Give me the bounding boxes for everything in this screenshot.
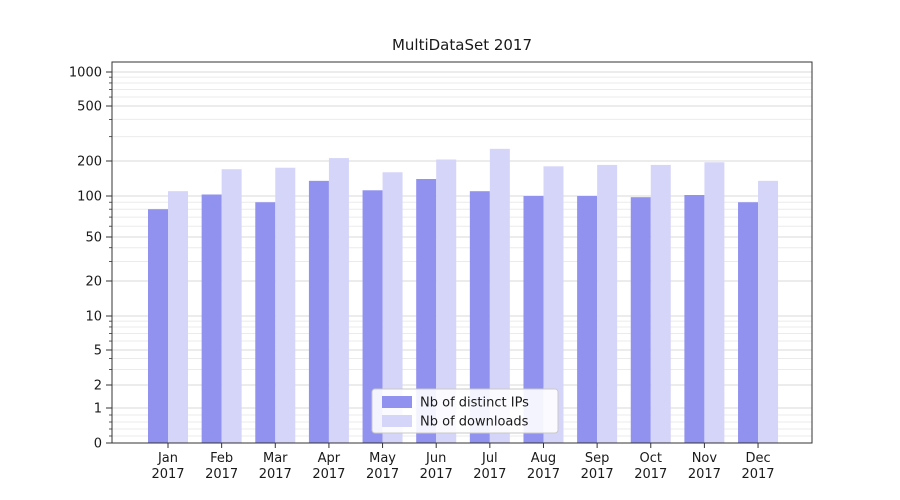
- x-tick-label-month: Jun: [425, 451, 446, 466]
- y-tick-label: 200: [77, 155, 102, 170]
- bar-nb-of-distinct-ips-sep: [577, 196, 598, 443]
- x-tick-label-year: 2017: [420, 467, 453, 482]
- bar-nb-of-distinct-ips-jun: [416, 179, 437, 443]
- bar-nb-of-downloads-jan: [168, 191, 188, 443]
- plot-border: [111, 61, 813, 444]
- legend-box: [371, 388, 559, 434]
- x-tick-label-year: 2017: [259, 467, 292, 482]
- bar-nb-of-downloads-nov: [704, 162, 725, 443]
- bar-nb-of-downloads-mar: [275, 167, 296, 443]
- bar-nb-of-distinct-ips-mar: [255, 202, 276, 443]
- bar-nb-of-distinct-ips-jul: [469, 191, 490, 443]
- x-tick-label-year: 2017: [473, 467, 506, 482]
- y-tick-label: 20: [85, 275, 102, 290]
- x-tick-label-month: Dec: [745, 451, 770, 466]
- chart-title: MultiDataSet 2017: [391, 36, 533, 54]
- x-tick-label-year: 2017: [205, 467, 238, 482]
- bar-nb-of-distinct-ips-feb: [201, 194, 222, 443]
- y-tick-label: 1: [94, 402, 102, 417]
- x-tick-label-month: Feb: [210, 451, 233, 466]
- y-tick-label: 1000: [69, 66, 102, 81]
- x-tick-label-year: 2017: [688, 467, 721, 482]
- x-tick-label-month: Mar: [263, 451, 288, 466]
- bar-nb-of-downloads-aug: [543, 166, 564, 443]
- y-tick-label: 50: [85, 231, 102, 246]
- x-tick-label-month: Oct: [640, 451, 662, 466]
- y-tick-label: 2: [94, 379, 102, 394]
- x-tick-label-year: 2017: [741, 467, 774, 482]
- x-tick-label-month: Sep: [585, 451, 610, 466]
- x-tick-label-month: Nov: [692, 451, 718, 466]
- legend-label: Nb of distinct IPs: [420, 396, 529, 411]
- bar-nb-of-downloads-feb: [221, 169, 242, 443]
- bar-nb-of-downloads-oct: [650, 164, 671, 443]
- x-tick-label-month: Aug: [531, 451, 556, 466]
- x-tick-label-year: 2017: [151, 467, 184, 482]
- x-tick-label-year: 2017: [634, 467, 667, 482]
- x-tick-label-month: May: [369, 451, 396, 466]
- bar-nb-of-downloads-sep: [597, 164, 618, 443]
- bar-nb-of-distinct-ips-apr: [308, 180, 329, 443]
- bar-nb-of-distinct-ips-jan: [148, 209, 168, 443]
- bar-nb-of-downloads-jul: [489, 148, 510, 444]
- legend: Nb of distinct IPs Nb of downloads: [371, 388, 559, 434]
- bar-nb-of-distinct-ips-dec: [738, 202, 759, 443]
- legend-swatch-nb-of-downloads: [382, 415, 412, 427]
- x-tick-label-year: 2017: [527, 467, 560, 482]
- y-tick-label: 10: [85, 310, 102, 325]
- x-tick-label-month: Apr: [318, 451, 341, 466]
- bar-nb-of-downloads-apr: [328, 158, 349, 443]
- bar-nb-of-downloads-may: [382, 172, 403, 443]
- x-tick-label-month: Jan: [157, 451, 178, 466]
- legend-swatch-nb-of-distinct-ips: [382, 396, 412, 408]
- x-tick-label-month: Jul: [481, 451, 498, 466]
- bar-nb-of-distinct-ips-nov: [684, 195, 705, 443]
- y-tick-label: 5: [94, 344, 102, 359]
- legend-label: Nb of downloads: [420, 415, 529, 430]
- bar-nb-of-downloads-jun: [436, 159, 457, 444]
- x-tick-label-year: 2017: [581, 467, 614, 482]
- y-tick-label: 500: [77, 100, 102, 115]
- bar-nb-of-distinct-ips-may: [362, 190, 383, 443]
- y-tick-label: 100: [77, 190, 102, 205]
- x-tick-label-year: 2017: [312, 467, 345, 482]
- x-tick-label-year: 2017: [366, 467, 399, 482]
- bar-nb-of-distinct-ips-aug: [523, 196, 544, 443]
- bar-nb-of-downloads-dec: [758, 180, 779, 443]
- y-tick-label: 0: [94, 437, 102, 452]
- bar-nb-of-distinct-ips-oct: [630, 197, 651, 443]
